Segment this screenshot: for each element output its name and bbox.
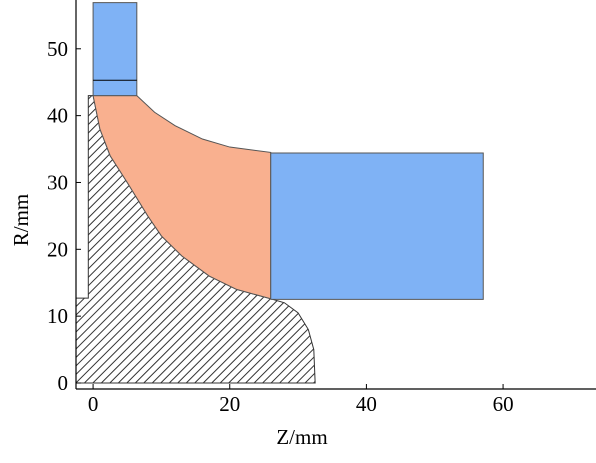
region bbox=[92, 2, 138, 97]
x-tick-label: 20 bbox=[219, 392, 240, 416]
y-axis-label: R/mm bbox=[9, 194, 33, 247]
y-tick-label: 20 bbox=[47, 237, 68, 261]
x-tick-label: 40 bbox=[356, 392, 377, 416]
y-tick-label: 30 bbox=[47, 170, 68, 194]
x-axis-label: Z/mm bbox=[276, 425, 327, 449]
x-tick-label: 60 bbox=[493, 392, 514, 416]
y-tick-label: 10 bbox=[47, 304, 68, 328]
region bbox=[92, 95, 272, 300]
y-tick-label: 50 bbox=[47, 37, 68, 61]
x-tick-label: 0 bbox=[88, 392, 99, 416]
region bbox=[270, 152, 484, 300]
y-tick-label: 40 bbox=[47, 104, 68, 128]
y-tick-label: 0 bbox=[58, 371, 69, 395]
